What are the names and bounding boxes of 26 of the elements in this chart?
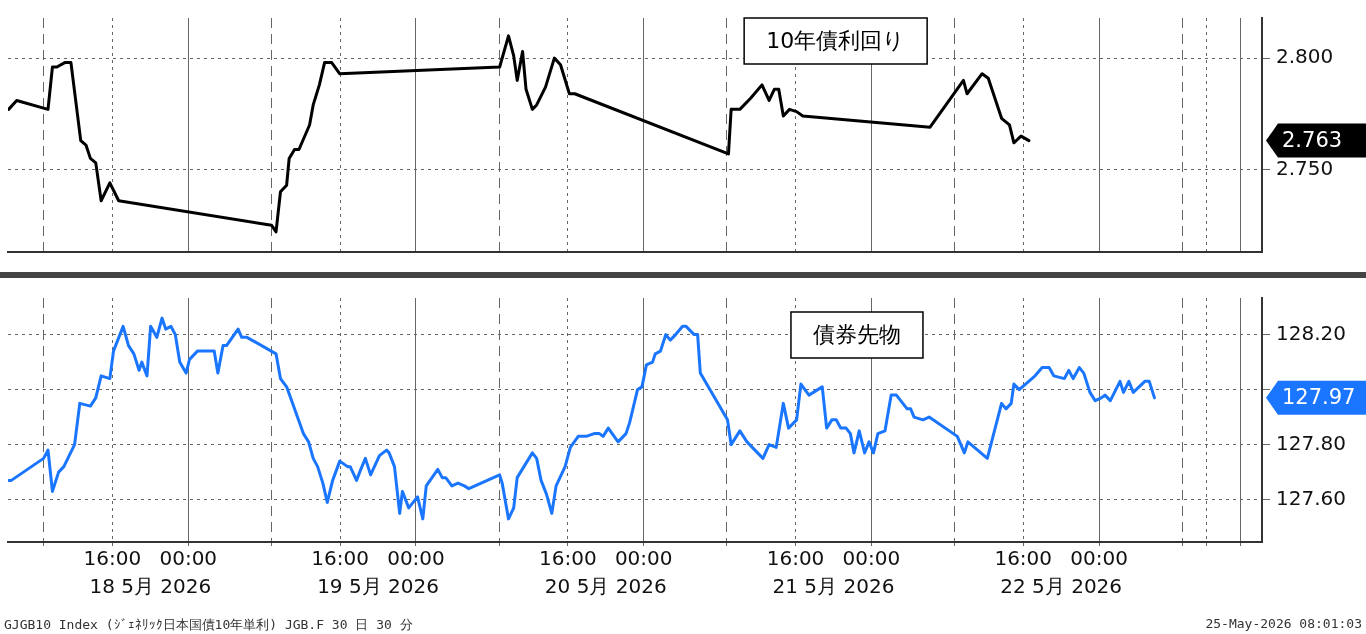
x-tick-label: 00:00 [1070, 546, 1128, 571]
y-tick-label: 128.20 [1276, 320, 1346, 345]
x-tick-label: 16:00 [766, 546, 825, 571]
chart-title: 10年債利回り [766, 27, 906, 53]
x2-tick-label: 20 5月 2026 [544, 574, 667, 599]
x-tick-label: 16:00 [538, 546, 597, 571]
x-tick-label: 00:00 [614, 546, 673, 571]
y-tick-label: 127.60 [1276, 485, 1346, 510]
x2-tick-label: 18 5月 2026 [89, 574, 212, 599]
x-tick-label: 16:00 [311, 546, 369, 571]
x2-tick-label: 22 5月 2026 [1000, 574, 1123, 599]
x-tick-label: 16:00 [83, 546, 142, 571]
x-tick-label: 16:00 [994, 546, 1053, 571]
y-tick-label: 127.80 [1276, 430, 1346, 455]
text: 2.763 [1282, 128, 1343, 153]
text: 債券先物 [812, 321, 901, 347]
x2-tick-label: 21 5月 2026 [772, 574, 895, 599]
x-tick-label: 00:00 [387, 546, 445, 571]
text: 25-May-2026 08:01:03 [1205, 616, 1362, 631]
x-tick-label: 00:00 [842, 546, 901, 571]
text: GJGB10 Index (ｼﾞｪﾈﾘｯｸ日本国債10年単利) JGB.F 30 日 30 分 [4, 616, 413, 634]
x-tick-label: 00:00 [159, 546, 218, 571]
y-tick-label: 2.750 [1276, 155, 1334, 180]
y-tick-label: 2.800 [1276, 44, 1334, 69]
text: 127.97 [1282, 385, 1356, 410]
x2-tick-label: 19 5月 2026 [317, 574, 439, 599]
